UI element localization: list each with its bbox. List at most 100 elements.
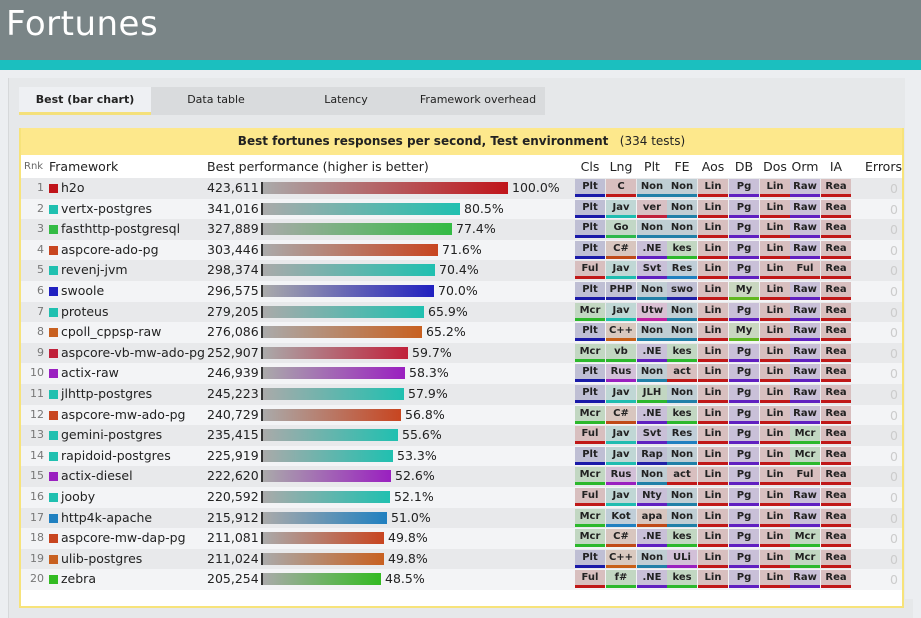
tag-plt[interactable]: apa bbox=[637, 508, 667, 527]
tag-ia[interactable]: Rea bbox=[821, 302, 851, 321]
tag-cls[interactable]: Plt bbox=[575, 364, 605, 383]
tag-db[interactable]: Pg bbox=[729, 343, 759, 362]
tag-lng[interactable]: C++ bbox=[606, 323, 636, 342]
tag-plt[interactable]: Svt bbox=[637, 261, 667, 280]
tag-ia[interactable]: Rea bbox=[821, 220, 851, 239]
tag-ia[interactable]: Rea bbox=[821, 405, 851, 424]
tag-cls[interactable]: Plt bbox=[575, 199, 605, 218]
tag-ia[interactable]: Rea bbox=[821, 549, 851, 568]
tag-ia[interactable]: Rea bbox=[821, 384, 851, 403]
tag-ia[interactable]: Rea bbox=[821, 281, 851, 300]
tag-aos[interactable]: Lin bbox=[698, 261, 728, 280]
tag-orm[interactable]: Raw bbox=[790, 281, 820, 300]
tag-orm[interactable]: Mcr bbox=[790, 529, 820, 548]
tag-orm[interactable]: Mcr bbox=[790, 426, 820, 445]
tag-plt[interactable]: Non bbox=[637, 281, 667, 300]
tag-cls[interactable]: Plt bbox=[575, 179, 605, 197]
tag-plt[interactable]: Svt bbox=[637, 426, 667, 445]
tag-orm[interactable]: Raw bbox=[790, 508, 820, 527]
tag-aos[interactable]: Lin bbox=[698, 467, 728, 486]
tag-dos[interactable]: Lin bbox=[760, 281, 790, 300]
tag-lng[interactable]: C# bbox=[606, 405, 636, 424]
framework-name[interactable]: revenj-jvm bbox=[61, 262, 128, 278]
tag-orm[interactable]: Raw bbox=[790, 240, 820, 259]
tag-dos[interactable]: Lin bbox=[760, 343, 790, 362]
tag-plt[interactable]: Non bbox=[637, 467, 667, 486]
tag-aos[interactable]: Lin bbox=[698, 426, 728, 445]
tag-lng[interactable]: Jav bbox=[606, 261, 636, 280]
tag-lng[interactable]: PHP bbox=[606, 281, 636, 300]
tag-cls[interactable]: Plt bbox=[575, 220, 605, 239]
tag-fe[interactable]: ULi bbox=[667, 549, 697, 568]
tag-aos[interactable]: Lin bbox=[698, 281, 728, 300]
tag-fe[interactable]: Non bbox=[667, 487, 697, 506]
tag-orm[interactable]: Raw bbox=[790, 570, 820, 589]
tag-aos[interactable]: Lin bbox=[698, 364, 728, 383]
tag-lng[interactable]: Rus bbox=[606, 364, 636, 383]
tag-db[interactable]: Pg bbox=[729, 570, 759, 589]
tag-fe[interactable]: kes bbox=[667, 529, 697, 548]
framework-name[interactable]: proteus bbox=[61, 303, 109, 319]
tag-plt[interactable]: Nty bbox=[637, 487, 667, 506]
tag-lng[interactable]: Jav bbox=[606, 426, 636, 445]
tag-orm[interactable]: Ful bbox=[790, 467, 820, 486]
tag-ia[interactable]: Rea bbox=[821, 467, 851, 486]
tag-db[interactable]: Pg bbox=[729, 240, 759, 259]
tag-aos[interactable]: Lin bbox=[698, 446, 728, 465]
framework-name[interactable]: h2o bbox=[61, 180, 85, 195]
tag-aos[interactable]: Lin bbox=[698, 199, 728, 218]
tag-cls[interactable]: Mcr bbox=[575, 302, 605, 321]
tag-lng[interactable]: f# bbox=[606, 570, 636, 589]
tag-dos[interactable]: Lin bbox=[760, 426, 790, 445]
tag-orm[interactable]: Raw bbox=[790, 302, 820, 321]
tab-data-table[interactable]: Data table bbox=[187, 93, 245, 106]
tag-fe[interactable]: Non bbox=[667, 302, 697, 321]
tag-plt[interactable]: Rap bbox=[637, 446, 667, 465]
tag-ia[interactable]: Rea bbox=[821, 261, 851, 280]
tag-db[interactable]: Pg bbox=[729, 446, 759, 465]
tag-db[interactable]: Pg bbox=[729, 529, 759, 548]
tag-aos[interactable]: Lin bbox=[698, 343, 728, 362]
tag-ia[interactable]: Rea bbox=[821, 240, 851, 259]
tag-lng[interactable]: Jav bbox=[606, 302, 636, 321]
tag-cls[interactable]: Ful bbox=[575, 261, 605, 280]
tag-lng[interactable]: Jav bbox=[606, 487, 636, 506]
tag-plt[interactable]: Non bbox=[637, 179, 667, 197]
tag-orm[interactable]: Ful bbox=[790, 261, 820, 280]
framework-name[interactable]: gemini-postgres bbox=[61, 427, 163, 443]
tag-lng[interactable]: Kot bbox=[606, 508, 636, 527]
tag-fe[interactable]: act bbox=[667, 364, 697, 383]
framework-name[interactable]: aspcore-vb-mw-ado-pg bbox=[61, 344, 205, 360]
tag-aos[interactable]: Lin bbox=[698, 179, 728, 197]
tag-plt[interactable]: Non bbox=[637, 220, 667, 239]
tag-orm[interactable]: Raw bbox=[790, 384, 820, 403]
tag-fe[interactable]: Non bbox=[667, 220, 697, 239]
tag-db[interactable]: Pg bbox=[729, 364, 759, 383]
tag-plt[interactable]: Non bbox=[637, 364, 667, 383]
tag-fe[interactable]: kes bbox=[667, 570, 697, 589]
tag-db[interactable]: Pg bbox=[729, 426, 759, 445]
tag-db[interactable]: Pg bbox=[729, 220, 759, 239]
tag-aos[interactable]: Lin bbox=[698, 529, 728, 548]
tag-cls[interactable]: Mcr bbox=[575, 405, 605, 424]
tag-ia[interactable]: Rea bbox=[821, 179, 851, 197]
tag-dos[interactable]: Lin bbox=[760, 487, 790, 506]
tag-aos[interactable]: Lin bbox=[698, 570, 728, 589]
tag-orm[interactable]: Raw bbox=[790, 343, 820, 362]
tag-fe[interactable]: Res bbox=[667, 426, 697, 445]
framework-name[interactable]: jooby bbox=[61, 488, 96, 504]
tag-plt[interactable]: .NE bbox=[637, 405, 667, 424]
tag-db[interactable]: Pg bbox=[729, 487, 759, 506]
tag-plt[interactable]: JLH bbox=[637, 384, 667, 403]
tag-dos[interactable]: Lin bbox=[760, 549, 790, 568]
tag-lng[interactable]: C# bbox=[606, 240, 636, 259]
tab-framework-overhead[interactable]: Framework overhead bbox=[419, 93, 537, 106]
tag-orm[interactable]: Raw bbox=[790, 364, 820, 383]
tag-ia[interactable]: Rea bbox=[821, 199, 851, 218]
tag-aos[interactable]: Lin bbox=[698, 487, 728, 506]
tag-cls[interactable]: Mcr bbox=[575, 529, 605, 548]
tag-plt[interactable]: .NE bbox=[637, 529, 667, 548]
tab-best-bar-chart[interactable]: Best (bar chart) bbox=[19, 87, 151, 115]
tag-dos[interactable]: Lin bbox=[760, 570, 790, 589]
tag-fe[interactable]: kes bbox=[667, 240, 697, 259]
